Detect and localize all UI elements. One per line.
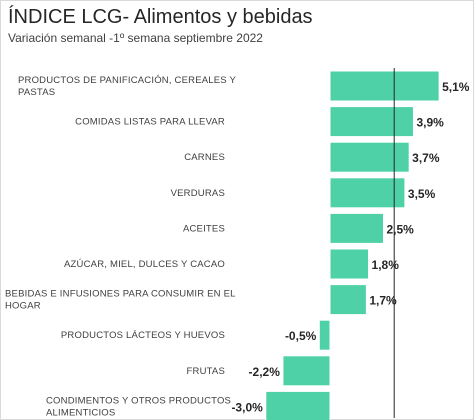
category-label-6-1: HOGAR	[5, 301, 41, 312]
value-label-9: -3,0%	[231, 400, 263, 414]
category-label-4-0: ACEITES	[183, 223, 225, 234]
chart-title: ÍNDICE LCG- Alimentos y bebidas	[8, 6, 313, 28]
labels-layer: PRODUCTOS DE PANIFICACIÓN, CEREALES YPAS…	[5, 75, 470, 418]
category-label-1-0: COMIDAS LISTAS PARA LLEVAR	[75, 117, 225, 128]
chart-subtitle: Variación semanal -1º semana septiembre …	[8, 31, 263, 45]
value-label-7: -0,5%	[285, 329, 317, 343]
category-label-5-0: AZÚCAR, MIEL, DULCES Y CACAO	[64, 259, 225, 270]
bars-layer	[265, 70, 440, 420]
bar-3	[329, 177, 406, 209]
bar-8	[282, 355, 331, 387]
value-label-2: 3,7%	[412, 151, 440, 165]
value-label-4: 2,5%	[387, 222, 415, 236]
bar-4	[329, 212, 384, 244]
category-label-0-1: PASTAS	[18, 87, 55, 98]
category-label-9-0: CONDIMENTOS Y OTROS PRODUCTOS	[46, 395, 231, 406]
category-label-3-0: VERDURAS	[171, 188, 225, 199]
category-label-9-1: ALIMENTICIOS	[46, 407, 115, 418]
value-label-1: 3,9%	[416, 116, 444, 130]
bar-6	[329, 284, 367, 316]
category-label-0-0: PRODUCTOS DE PANIFICACIÓN, CEREALES Y	[18, 75, 236, 86]
category-label-6-0: BEBIDAS E INFUSIONES PARA CONSUMIR EN EL	[5, 289, 236, 300]
value-label-8: -2,2%	[249, 365, 281, 379]
category-label-7-0: PRODUCTOS LÁCTEOS Y HUEVOS	[61, 330, 225, 341]
value-label-0: 5,1%	[442, 80, 470, 94]
bar-2	[329, 141, 410, 173]
bar-0	[329, 70, 440, 102]
bar-5	[329, 248, 370, 280]
value-label-5: 1,8%	[372, 258, 400, 272]
bar-1	[329, 106, 414, 138]
bar-7	[318, 319, 331, 351]
value-label-6: 1,7%	[369, 294, 397, 308]
value-label-3: 3,5%	[408, 187, 436, 201]
bar-9	[265, 390, 331, 420]
category-label-8-0: FRUTAS	[187, 366, 226, 377]
category-label-2-0: CARNES	[184, 152, 225, 163]
